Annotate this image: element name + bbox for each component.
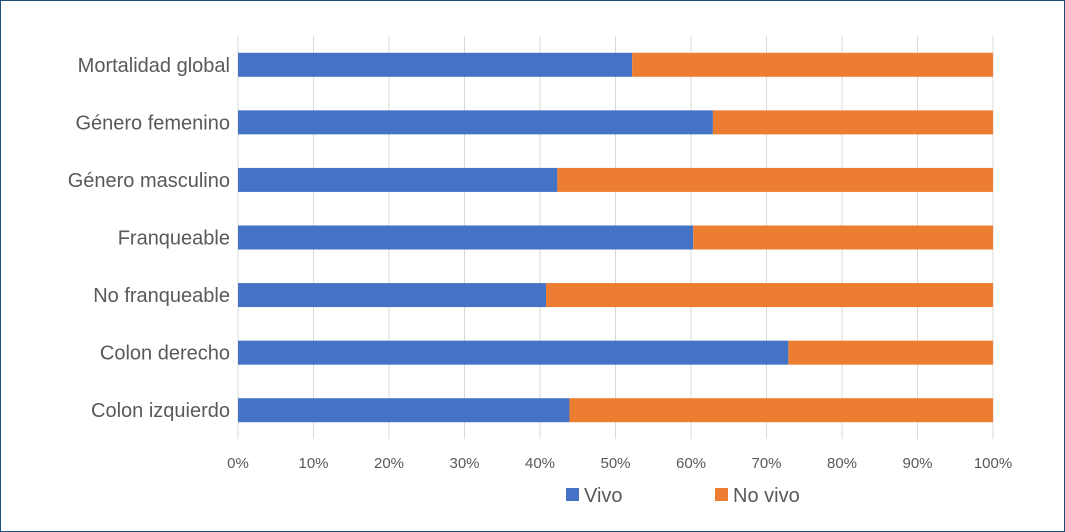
bar-vivo — [238, 167, 558, 192]
x-tick-label: 100% — [974, 455, 1012, 472]
category-label: No franqueable — [93, 285, 230, 307]
bars — [238, 52, 993, 423]
bar-no-vivo — [569, 398, 993, 423]
bar-no-vivo — [546, 283, 993, 308]
x-tick-label: 20% — [374, 455, 404, 472]
category-labels: Mortalidad global Género femenino Género m… — [68, 55, 230, 422]
bar-vivo — [238, 225, 694, 250]
category-label: Colon derecho — [100, 343, 230, 365]
category-label: Mortalidad global — [78, 55, 230, 77]
bar-vivo — [238, 52, 633, 77]
x-tick-label: 80% — [827, 455, 857, 472]
x-tick-label: 10% — [298, 455, 328, 472]
bar-vivo — [238, 110, 713, 135]
x-tick-label: 70% — [751, 455, 781, 472]
category-label: Colon izquierdo — [91, 400, 230, 422]
bar-vivo — [238, 340, 789, 365]
x-tick-label: 50% — [600, 455, 630, 472]
legend-swatch — [715, 488, 728, 501]
bar-no-vivo — [557, 167, 993, 192]
category-label: Franqueable — [118, 228, 230, 250]
legend-label: No vivo — [733, 485, 800, 507]
bar-vivo — [238, 398, 570, 423]
bar-no-vivo — [632, 52, 993, 77]
legend-label: Vivo — [584, 485, 623, 507]
legend: Vivo No vivo — [566, 485, 800, 507]
x-tick-label: 30% — [449, 455, 479, 472]
bar-no-vivo — [712, 110, 993, 135]
bar-no-vivo — [693, 225, 993, 250]
x-tick-label: 0% — [227, 455, 249, 472]
x-axis-tick-labels: 0% 10% 20% 30% 40% 50% 60% 70% 80% 90% 100% — [227, 455, 1012, 472]
bar-vivo — [238, 283, 547, 308]
category-label: Género femenino — [75, 112, 230, 134]
category-label: Género masculino — [68, 170, 230, 192]
legend-swatch — [566, 488, 579, 501]
x-tick-label: 90% — [902, 455, 932, 472]
x-tick-label: 60% — [676, 455, 706, 472]
bar-no-vivo — [788, 340, 993, 365]
x-tick-label: 40% — [525, 455, 555, 472]
